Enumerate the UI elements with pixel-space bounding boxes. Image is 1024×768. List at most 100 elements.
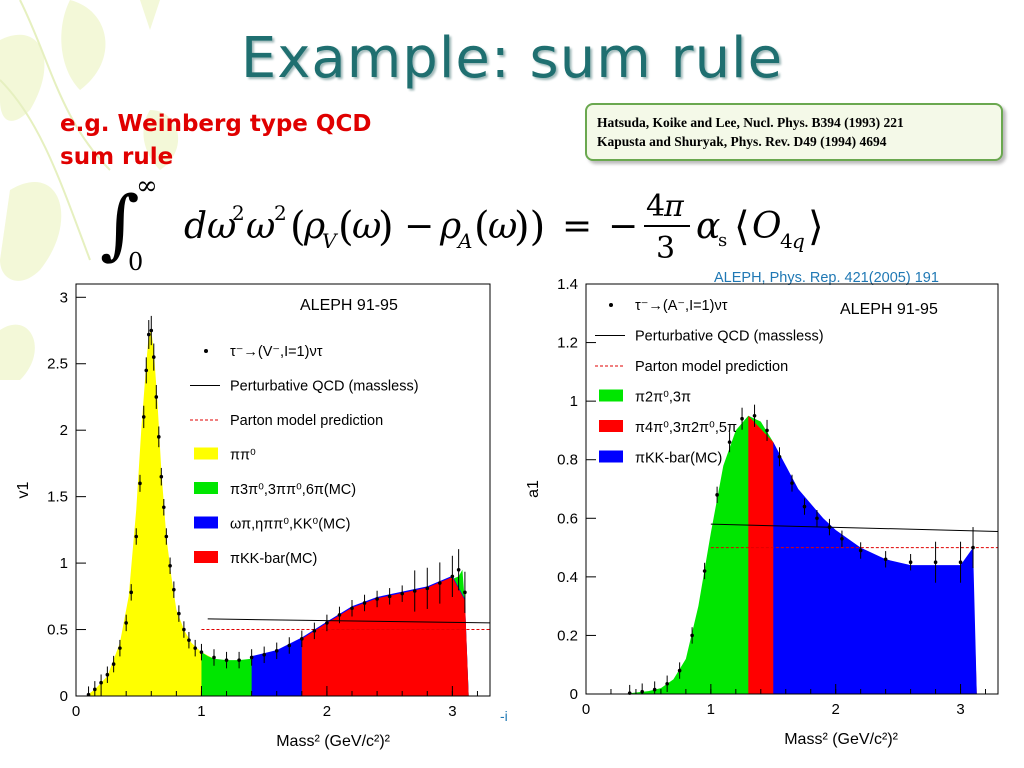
y-tick-label: 2.5 (47, 356, 68, 373)
data-point (249, 655, 254, 660)
x-axis-label: Mass² (GeV/c²)² (784, 731, 898, 748)
legend-label: Perturbative QCD (massless) (635, 329, 824, 345)
data-point (151, 355, 156, 359)
data-point (312, 629, 317, 633)
svg-text:4: 4 (646, 189, 665, 224)
data-point (138, 481, 142, 486)
data-point (164, 534, 169, 539)
y-tick-label: 3 (60, 289, 68, 306)
data-point (118, 646, 122, 650)
data-point (144, 368, 149, 373)
x-tick-label: 1 (707, 701, 715, 718)
data-point (124, 621, 128, 625)
legend-swatch (194, 516, 218, 529)
legend-label: π4π⁰,3π2π⁰,5π (635, 420, 737, 436)
legend-label: πKK-bar(MC) (230, 551, 317, 567)
svg-text:−: − (608, 206, 638, 247)
reference-line-2: Kapusta and Shuryak, Phys. Rev. D49 (199… (597, 134, 887, 149)
data-point (702, 569, 707, 573)
data-point (193, 646, 197, 650)
data-point (162, 505, 166, 510)
data-point (456, 567, 461, 572)
y-axis-label: v1 (15, 481, 32, 498)
data-point (815, 516, 819, 521)
aleph-reference: ALEPH, Phys. Rep. 421(2005) 191 (714, 270, 939, 286)
data-point (350, 606, 354, 611)
chart-title: ALEPH 91-95 (300, 297, 398, 314)
data-point (777, 454, 782, 459)
data-point (652, 687, 657, 692)
data-point (111, 662, 116, 666)
data-point (99, 680, 103, 685)
svg-text:0: 0 (128, 248, 143, 272)
y-tick-label: 1 (570, 393, 578, 410)
data-point (908, 560, 913, 565)
data-point (690, 633, 694, 638)
svg-text:4: 4 (780, 229, 793, 253)
y-tick-label: 0.2 (557, 627, 578, 644)
y-tick-label: 1.5 (47, 489, 68, 506)
qcd-line (207, 618, 491, 624)
data-point (274, 649, 279, 653)
data-point (159, 474, 164, 479)
data-point (149, 328, 154, 333)
svg-text:∞: ∞ (136, 172, 158, 201)
data-point (93, 687, 97, 692)
data-point (727, 440, 732, 444)
data-point (400, 591, 404, 596)
svg-text:−: − (404, 206, 434, 247)
sum-rule-formula: ∫ ∞ 0 dω 2 ω 2 ( ρ V ( ω ) − ρ A ( ω )) … (100, 172, 824, 272)
data-point (840, 536, 844, 541)
data-point (740, 416, 744, 421)
svg-text:ρ: ρ (303, 206, 325, 247)
data-point (300, 637, 304, 641)
svg-text:ρ: ρ (439, 206, 461, 247)
data-point (463, 590, 467, 595)
data-point (182, 627, 186, 632)
data-point (224, 658, 229, 662)
data-point (827, 525, 832, 529)
data-point (157, 435, 161, 439)
data-point (715, 493, 719, 497)
series-area (301, 577, 469, 696)
legend-label: πKK-bar(MC) (635, 451, 722, 467)
stray-mark: -i (500, 708, 508, 724)
svg-text:ω: ω (488, 206, 517, 247)
y-tick-label: 1 (60, 555, 68, 572)
svg-text:q: q (792, 229, 805, 253)
reference-line-1: Hatsuda, Koike and Lee, Nucl. Phys. B394… (597, 115, 904, 130)
x-tick-label: 1 (197, 703, 205, 720)
data-point (640, 689, 644, 694)
legend-label: π2π⁰,3π (635, 390, 691, 406)
data-point (129, 590, 133, 595)
data-point (958, 560, 963, 565)
data-point (450, 574, 455, 579)
svg-text:ω: ω (352, 206, 381, 247)
svg-text:O: O (752, 206, 782, 247)
reference-box: Hatsuda, Koike and Lee, Nucl. Phys. B394… (585, 103, 1003, 161)
vector-spectral-function-chart: 0 1 2 3 0 0.5 1 1.5 2 2.5 3 Mass² (GeV/c²)² v1 ALEPH … (15, 283, 491, 750)
legend-label: ππ⁰ (230, 448, 256, 464)
data-point (134, 534, 139, 539)
svg-text:)): )) (514, 204, 545, 250)
data-point (858, 548, 863, 553)
data-point (971, 545, 975, 550)
svg-text:⟩: ⟩ (808, 204, 824, 250)
data-point (883, 557, 888, 562)
data-point (212, 655, 216, 660)
legend-swatch (599, 389, 623, 402)
y-tick-label: 0 (60, 688, 68, 705)
data-point (677, 668, 682, 673)
slide-title: Example: sum rule (240, 26, 784, 91)
y-tick-label: 0 (570, 686, 578, 703)
legend-marker (609, 303, 613, 307)
data-point (168, 563, 172, 568)
data-point (105, 672, 110, 677)
data-point (933, 560, 938, 565)
series-area (773, 442, 977, 694)
x-tick-label: 2 (832, 701, 840, 718)
plot-frame (75, 283, 491, 697)
svg-text:2: 2 (274, 201, 287, 225)
svg-text:(: ( (338, 204, 354, 250)
legend-swatch (194, 482, 218, 494)
